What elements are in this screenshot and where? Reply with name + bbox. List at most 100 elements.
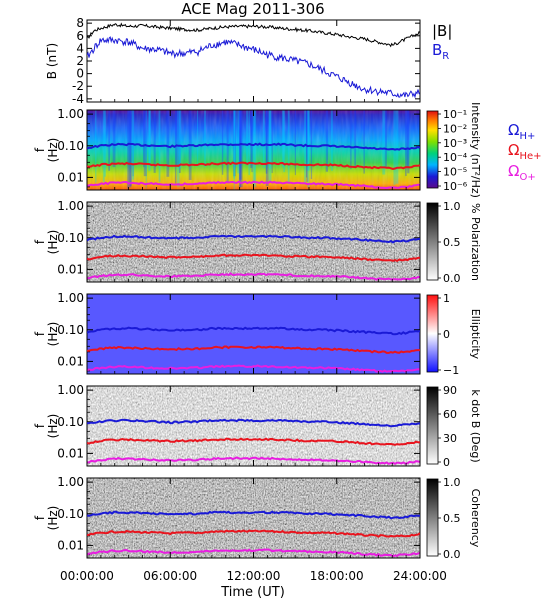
intensity-streak [145, 110, 147, 189]
legend-omega-h: ΩH+ [508, 121, 535, 142]
intensity-streak [143, 110, 147, 177]
intensity-streak [221, 110, 224, 175]
intensity-streak [197, 110, 199, 167]
freq-tick-label: 0.10 [57, 139, 84, 153]
kdotb-heatmap [87, 386, 420, 466]
intensity-streak [127, 110, 130, 189]
freq-tick-label: 0.01 [57, 262, 84, 276]
freq-axis-label: f(Hz) [33, 230, 60, 255]
freq-tick-label: 1.00 [57, 199, 84, 213]
omega-o-line [87, 548, 420, 558]
freq-tick-label: 0.10 [57, 507, 84, 521]
field-y-axis-label: B (nT) [45, 43, 59, 79]
intensity-streak [283, 110, 286, 173]
field-y-tick-label: 6 [76, 29, 84, 43]
intensity-streak [104, 110, 106, 177]
intensity-streak [282, 110, 284, 168]
intensity-streak [304, 110, 307, 184]
freq-tick-label: 1.00 [57, 383, 84, 397]
colorbar-tick-label: 10⁻⁴ [443, 151, 468, 164]
ellipticity-heatmap [87, 294, 420, 374]
intensity-heatmap-texture [87, 110, 420, 190]
freq-tick-label: 0.10 [57, 323, 84, 337]
intensity-streak [407, 110, 410, 174]
intensity-streak [143, 110, 145, 168]
intensity-streak [294, 110, 296, 176]
field-y-tick-label: -4 [72, 92, 84, 106]
field-y-tick-label: 4 [76, 41, 84, 55]
freq-tick-label: 0.01 [57, 170, 84, 184]
intensity-streak [265, 110, 268, 174]
freq-tick-label: 0.01 [57, 538, 84, 552]
polarization-panel: % Polarization [86, 201, 482, 283]
legend-b-r: BR [432, 41, 449, 62]
polarization-heatmap [87, 202, 420, 282]
intensity-streak [269, 110, 271, 169]
omega-o-line [87, 272, 420, 281]
intensity-streak [250, 110, 253, 168]
coherency-heatmap [87, 478, 420, 558]
polarization-colorbar-label: % Polarization [469, 203, 482, 281]
intensity-streak [350, 110, 352, 170]
intensity-streak [305, 110, 308, 178]
intensity-streak [108, 110, 111, 171]
time-tick-label: 12:00:00 [227, 569, 281, 583]
field-y-tick-label: 2 [76, 54, 84, 68]
field-y-tick-label: -2 [72, 79, 84, 93]
time-tick-label: 24:00:00 [393, 569, 447, 583]
freq-tick-label: 1.00 [57, 291, 84, 305]
intensity-streak [233, 110, 235, 190]
omega-o-line [87, 180, 420, 190]
polarization-colorbar [426, 202, 439, 281]
time-axis: 00:00:00 06:00:00 12:00:00 18:00:00 24:00:00 [60, 20, 447, 583]
time-axis-label: Time (UT) [220, 585, 285, 600]
intensity-streak [262, 110, 265, 169]
omega-he-line [87, 529, 420, 538]
intensity-colorbar-label: Intensity (nT²/Hz) [469, 102, 482, 198]
freq-tick-label: 1.00 [57, 475, 84, 489]
colorbar-tick-label: 30 [443, 432, 457, 445]
freq-axis-label: f(Hz) [33, 506, 60, 531]
ellipticity-colorbar-label: Ellipticity [469, 309, 482, 360]
intensity-streak [237, 110, 240, 174]
colorbar-tick-label: 1.0 [443, 476, 461, 489]
omega-he-line [87, 437, 420, 446]
intensity-streak [310, 110, 313, 180]
time-tick-label: 06:00:00 [143, 569, 197, 583]
field-y-tick-label: 8 [76, 16, 84, 30]
kdotb-colorbar-label: k dot B (Deg) [469, 389, 482, 462]
colorbar-tick-label: 90 [443, 384, 457, 397]
intensity-streak [239, 110, 243, 188]
intensity-streak [178, 110, 181, 174]
intensity-streak [330, 110, 333, 171]
intensity-streak [166, 110, 170, 177]
time-tick-label: 00:00:00 [60, 569, 114, 583]
colorbar-tick-label: 10⁻⁵ [443, 166, 467, 179]
cyclotron-lines [87, 142, 420, 558]
intensity-streak [306, 110, 310, 171]
colorbar-ticks: 10⁻¹10⁻² 10⁻³10⁻⁴ 10⁻⁵10⁻⁶ 1.0 0.5 0.0 1 0 −1 90 6… [438, 108, 468, 561]
coherency-colorbar [426, 478, 439, 557]
freq-axis-label: f(Hz) [33, 322, 60, 347]
colorbar-tick-label: 10⁻² [443, 122, 467, 135]
freq-tick-label: 0.01 [57, 446, 84, 460]
legend-omega-o: ΩO+ [508, 162, 536, 183]
omega-he-line [87, 253, 420, 263]
intensity-streak [234, 110, 237, 167]
colorbar-tick-label: 0.5 [443, 512, 461, 525]
colorbar-tick-label: 1.0 [443, 200, 461, 213]
intensity-streak [129, 110, 132, 187]
kdotb-panel: k dot B (Deg) [86, 385, 482, 467]
intensity-streak [265, 110, 269, 187]
colorbar-tick-label: 10⁻³ [443, 137, 467, 150]
intensity-streak [251, 110, 253, 172]
figure-title: ACE Mag 2011-306 [181, 0, 324, 18]
intensity-streak [177, 110, 180, 187]
omega-h-line [87, 326, 420, 336]
intensity-streak [112, 110, 116, 168]
colorbar-tick-label: 0 [443, 328, 450, 341]
freq-axis-label: f(Hz) [33, 414, 60, 439]
intensity-streak [384, 110, 387, 168]
